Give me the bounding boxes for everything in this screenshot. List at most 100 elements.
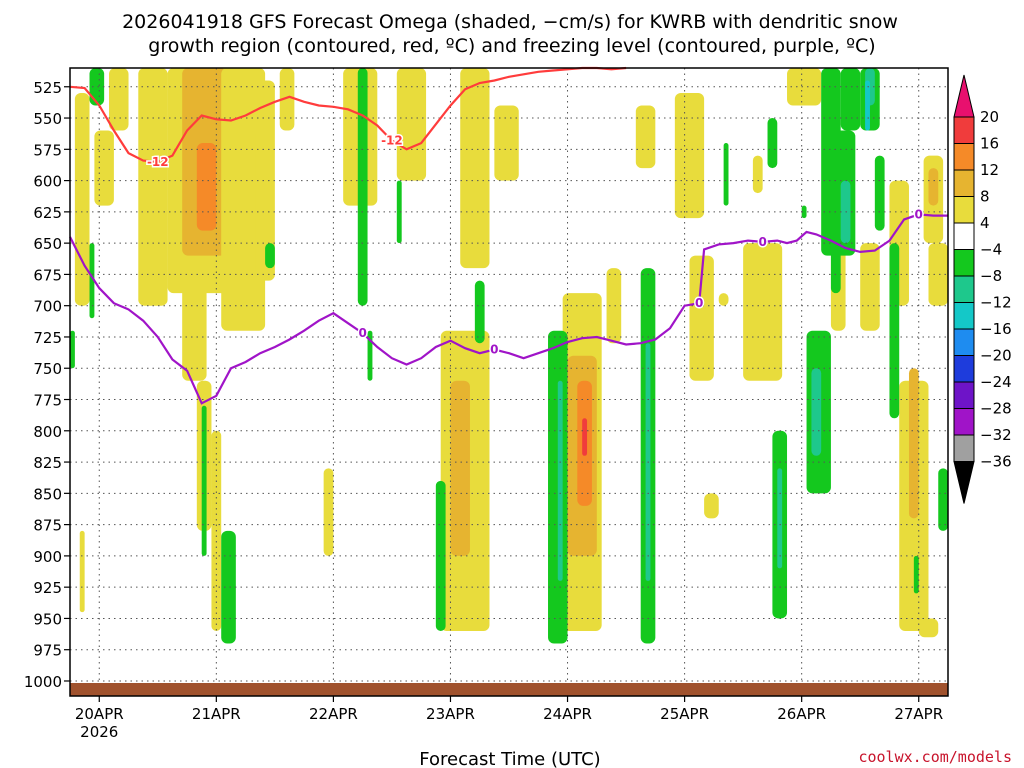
freezing-level-contour-label: 0	[695, 296, 703, 310]
omega-cell	[723, 143, 729, 206]
x-tick-label: 21APR	[192, 705, 241, 723]
omega-cell	[928, 243, 948, 306]
omega-cell	[79, 530, 85, 613]
omega-cell	[201, 405, 207, 556]
omega-cell	[89, 243, 95, 319]
omega-cell	[196, 143, 217, 231]
terrain-ground	[70, 682, 948, 696]
y-tick-label: 575	[33, 141, 62, 159]
y-tick-label: 700	[33, 298, 62, 316]
y-tick-label: 1000	[24, 673, 62, 691]
y-tick-label: 825	[33, 454, 62, 472]
y-tick-label: 675	[33, 266, 62, 284]
omega-cell	[94, 130, 114, 206]
colorbar-segment	[953, 143, 975, 171]
y-tick-label: 850	[33, 485, 62, 503]
x-tick-label: 27APR	[894, 705, 943, 723]
omega-cell	[138, 68, 168, 306]
omega-cell	[918, 618, 939, 638]
colorbar-segment	[953, 434, 975, 462]
y-tick-label: 875	[33, 517, 62, 535]
colorbar-segment	[953, 302, 975, 330]
omega-shading	[70, 68, 948, 644]
omega-cell	[874, 155, 885, 231]
omega-cell	[435, 480, 446, 631]
omega-cell	[89, 68, 105, 106]
colorbar-segment	[953, 275, 975, 303]
colorbar-label: 12	[980, 161, 999, 179]
colorbar-segment	[953, 196, 975, 224]
omega-cell	[74, 93, 90, 306]
credit-text: coolwx.com/models	[858, 748, 1012, 766]
omega-cell	[474, 280, 485, 344]
omega-cell	[777, 468, 783, 569]
y-tick-label: 900	[33, 548, 62, 566]
omega-cell	[255, 80, 275, 281]
snow-growth-contour-label: -12	[147, 155, 169, 169]
colorbar-label: −16	[980, 320, 1012, 338]
x-tick-label: 23APR	[426, 705, 475, 723]
omega-cell	[235, 130, 256, 306]
omega-cell	[704, 493, 719, 519]
omega-cell	[928, 168, 939, 206]
omega-cell	[908, 368, 919, 519]
colorbar: 20 16 12 8 4 −4 −8 −12 −16 −20 −24 −28 −32 −36	[953, 74, 1012, 504]
omega-cell	[811, 368, 822, 456]
x-tick-label: 26APR	[777, 705, 826, 723]
omega-cell	[674, 93, 705, 219]
y-tick-label: 600	[33, 173, 62, 191]
x-tick-label: 22APR	[309, 705, 358, 723]
colorbar-label: 4	[980, 214, 990, 232]
plot-area: -12 -12 0 0 0 0 0	[69, 66, 949, 697]
colorbar-top-arrow	[953, 74, 975, 118]
freezing-level-contour-label: 0	[490, 342, 498, 356]
omega-cell	[323, 468, 334, 556]
x-tick-label: 25APR	[660, 705, 709, 723]
y-tick-label: 925	[33, 579, 62, 597]
omega-cell	[396, 68, 427, 181]
snow-growth-contour	[69, 66, 627, 163]
colorbar-label: 20	[980, 108, 999, 126]
colorbar-label: −36	[980, 453, 1012, 471]
y-tick-label: 550	[33, 110, 62, 128]
colorbar-segment	[953, 222, 975, 250]
omega-cell	[265, 243, 275, 269]
freezing-level-contour	[69, 213, 948, 405]
y-tick-label: 650	[33, 235, 62, 253]
omega-cell	[718, 293, 729, 306]
y-tick-label: 625	[33, 204, 62, 222]
y-tick-label: 950	[33, 610, 62, 628]
omega-cell	[450, 380, 470, 556]
colorbar-segment	[953, 169, 975, 197]
colorbar-label: −28	[980, 400, 1012, 418]
y-axis: 525 550 575 600 625 650 675 700 725 750 775 800 825 8…	[24, 79, 70, 691]
snow-growth-contour-label: -12	[381, 134, 403, 148]
y-tick-label: 975	[33, 642, 62, 660]
y-tick-label: 800	[33, 423, 62, 441]
omega-cell	[743, 243, 783, 381]
y-tick-label: 775	[33, 392, 62, 410]
y-tick-label: 725	[33, 329, 62, 347]
colorbar-label: −32	[980, 426, 1012, 444]
omega-cell	[279, 68, 295, 131]
colorbar-label: −8	[980, 267, 1002, 285]
omega-cell	[860, 243, 880, 331]
colorbar-segment	[953, 355, 975, 383]
terrain-band	[70, 682, 948, 696]
x-axis-label: Forecast Time (UTC)	[419, 749, 600, 768]
contour-lines: -12 -12 0 0 0 0 0	[69, 66, 948, 405]
colorbar-segment	[953, 408, 975, 436]
colorbar-segment	[953, 381, 975, 409]
omega-cell	[635, 105, 656, 169]
plot-frame	[69, 67, 949, 697]
grid-lines	[70, 68, 948, 696]
colorbar-segment	[953, 328, 975, 356]
x-tick-sublabel: 2026	[80, 723, 118, 741]
y-tick-label: 750	[33, 360, 62, 378]
omega-cell	[865, 80, 870, 131]
omega-cell	[582, 418, 588, 456]
omega-cell	[752, 155, 763, 194]
omega-cell	[787, 68, 822, 106]
colorbar-label: −12	[980, 294, 1012, 312]
